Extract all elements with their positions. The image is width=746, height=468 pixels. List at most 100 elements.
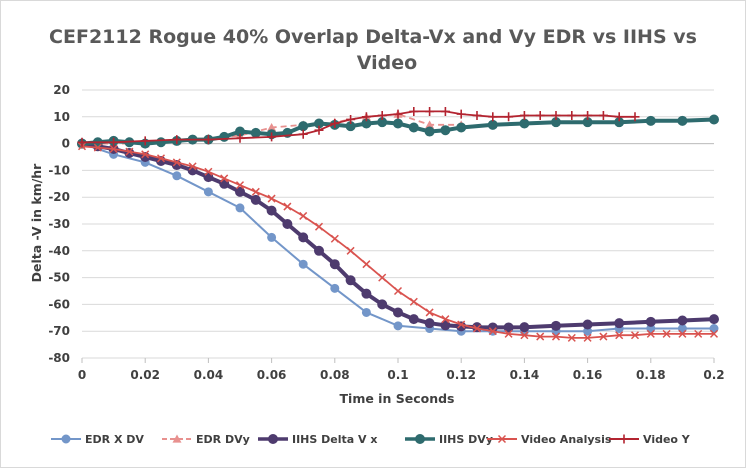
data-point-edr-x-dv (203, 187, 213, 197)
data-point-iihs-delta-v-x (408, 314, 419, 325)
data-point-video-analysis (488, 327, 497, 336)
data-point-iihs-dvy (408, 122, 419, 133)
data-point-video-analysis (457, 320, 466, 329)
series-layer (77, 106, 719, 342)
data-point-iihs-delta-v-x (314, 245, 324, 256)
data-point-video-analysis (283, 202, 292, 211)
series-iihs-delta-v-x (77, 138, 719, 333)
data-point-iihs-delta-v-x (677, 315, 688, 326)
data-point-video-analysis (314, 222, 324, 231)
legend-item-video-analysis: Video Analysis (487, 433, 612, 446)
data-point-iihs-dvy (393, 118, 403, 129)
data-point-iihs-delta-v-x (345, 275, 356, 286)
data-point-video-analysis (172, 158, 181, 167)
data-point-iihs-delta-v-x (298, 232, 309, 243)
data-point-edr-dvy (267, 123, 277, 132)
legend-marker-iihs-dvy (415, 434, 425, 444)
legend-marker-video-y (619, 434, 629, 444)
data-point-video-analysis (188, 162, 197, 171)
data-point-video-analysis (472, 324, 482, 333)
data-point-video-analysis (630, 331, 640, 340)
y-tick-label: -20 (48, 190, 70, 204)
series-video-analysis (77, 142, 719, 342)
data-point-video-analysis (709, 329, 719, 338)
data-point-video-y (409, 106, 419, 116)
data-point-video-analysis (156, 154, 166, 163)
y-axis-title: Delta -V in km/hr (29, 163, 44, 283)
data-point-video-y (267, 132, 277, 142)
data-point-video-analysis (330, 234, 339, 243)
data-point-video-y (567, 110, 577, 120)
legend: EDR X DV EDR DVy IIHS Delta V x IIHS DVy Vid… (51, 433, 691, 446)
chart-title-line1: CEF2112 Rogue 40% Overlap Delta-Vx and V… (49, 26, 697, 48)
legend-label-video-y: Video Y (643, 433, 691, 446)
x-tick-label: 0.12 (446, 368, 476, 382)
data-point-video-analysis (551, 332, 561, 341)
data-point-video-y (519, 110, 529, 120)
data-point-video-y (535, 110, 545, 120)
data-point-iihs-dvy (456, 122, 467, 133)
data-point-video-y (140, 136, 150, 146)
x-tick-label: 0.18 (636, 368, 666, 382)
data-point-video-y (614, 112, 624, 122)
data-point-edr-x-dv (235, 203, 245, 213)
data-point-video-analysis (251, 187, 260, 196)
data-point-video-analysis (678, 329, 687, 338)
x-tick-label: 0.04 (194, 368, 224, 382)
legend-label-video-analysis: Video Analysis (521, 433, 612, 446)
data-point-iihs-delta-v-x (393, 307, 403, 318)
legend-label-iihs-delta-v-x: IIHS Delta V x (292, 433, 377, 446)
data-point-video-analysis (441, 315, 450, 324)
data-point-video-analysis (694, 329, 703, 338)
data-point-iihs-dvy (677, 115, 688, 126)
data-point-iihs-delta-v-x (377, 299, 388, 310)
data-point-video-analysis (109, 144, 118, 153)
data-point-video-y (361, 112, 371, 122)
data-point-video-analysis (220, 174, 229, 183)
legend-item-iihs-delta-v-x: IIHS Delta V x (258, 433, 377, 446)
data-point-video-y (456, 109, 466, 119)
chart-title-line2: Video (357, 52, 417, 74)
data-point-video-y (440, 106, 450, 116)
data-point-video-y (425, 106, 435, 116)
data-point-video-y (235, 133, 245, 143)
data-point-edr-x-dv (330, 283, 340, 293)
axis-layer: 20 10 0 -10 -20 -30 -40 -50 -60 -70 -80 0 0.02 0.04 0.… (48, 83, 724, 382)
data-point-video-y (77, 137, 87, 147)
y-tick-label: -80 (48, 351, 70, 365)
data-point-video-y (298, 129, 308, 139)
data-point-video-analysis (235, 181, 245, 190)
x-tick-label: 0.02 (130, 368, 160, 382)
y-tick-label: 10 (53, 110, 70, 124)
data-point-iihs-delta-v-x (266, 205, 277, 216)
data-point-video-analysis (583, 333, 592, 342)
data-point-video-analysis (299, 211, 308, 220)
data-point-video-y (346, 114, 356, 124)
data-point-edr-x-dv (361, 307, 371, 317)
data-point-iihs-dvy (298, 121, 309, 132)
data-point-video-analysis (93, 143, 102, 152)
data-point-video-analysis (378, 273, 387, 282)
data-point-video-analysis (141, 150, 150, 159)
data-point-video-analysis (615, 331, 624, 340)
data-point-iihs-delta-v-x (503, 322, 514, 333)
data-point-iihs-dvy (440, 125, 451, 136)
data-point-iihs-dvy (156, 137, 166, 148)
y-tick-label: -10 (48, 163, 70, 177)
series-line-iihs-delta-v-x (81, 141, 715, 330)
x-tick-label: 0.08 (320, 368, 350, 382)
data-point-video-analysis (662, 329, 671, 338)
data-point-video-y (203, 135, 213, 145)
legend-item-iihs-dvy: IIHS DVy (405, 433, 493, 446)
legend-label-edr-x-dv: EDR X DV (85, 433, 144, 446)
legend-item-edr-x-dv: EDR X DV (51, 433, 144, 446)
data-point-video-y (172, 135, 182, 145)
y-tick-label: -60 (48, 297, 70, 311)
y-tick-label: -30 (48, 217, 70, 231)
data-point-iihs-delta-v-x (235, 186, 245, 197)
data-point-video-analysis (393, 286, 403, 296)
y-tick-label: 0 (62, 137, 70, 151)
data-point-iihs-delta-v-x (440, 320, 451, 331)
data-point-edr-x-dv (709, 324, 719, 334)
